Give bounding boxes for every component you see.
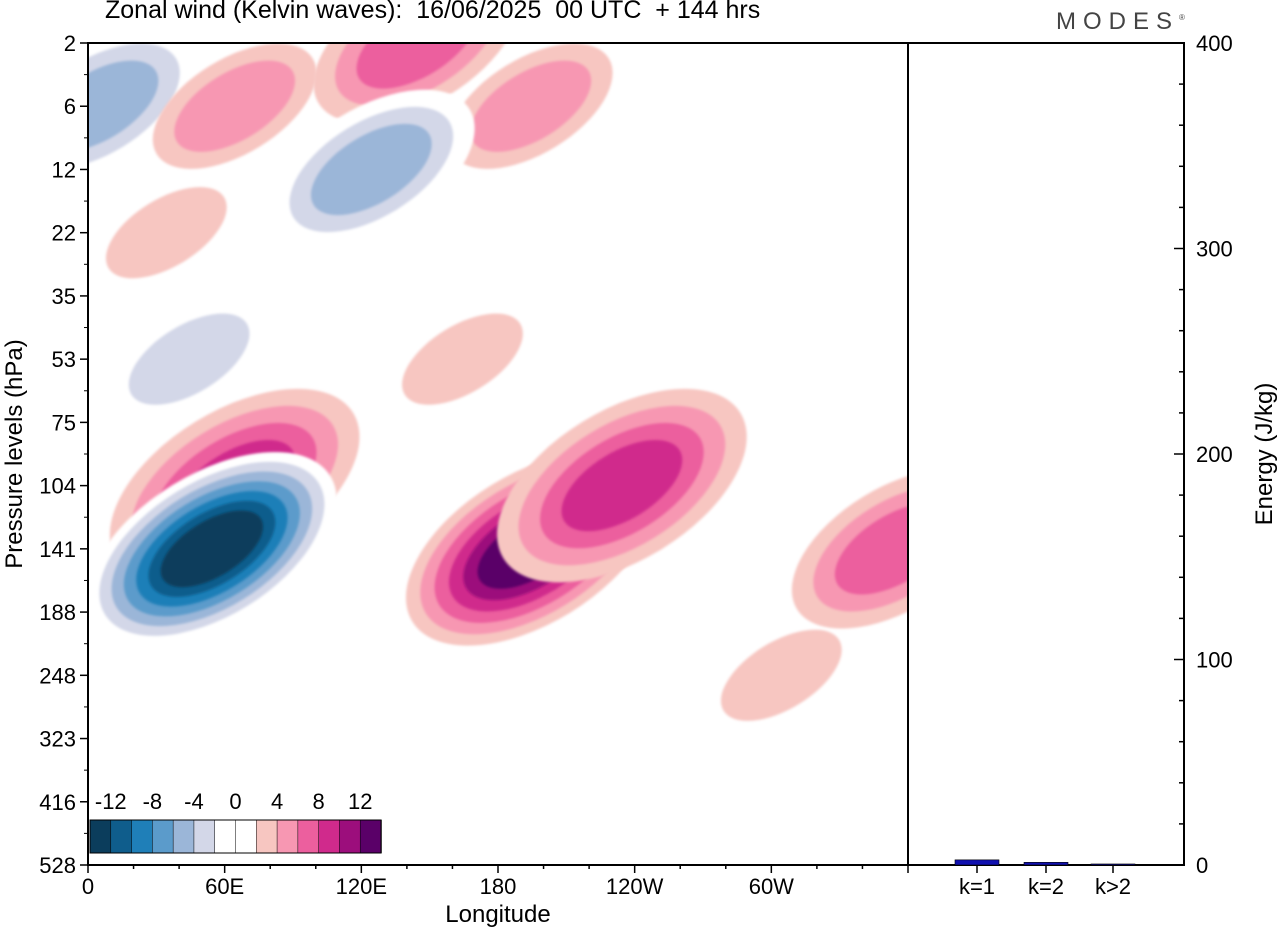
colorbar: -12 -8 -4 0 4 8 12 xyxy=(89,789,382,854)
energy-category-label: k=2 xyxy=(1028,874,1064,899)
energy-tick-label: 400 xyxy=(1196,31,1233,56)
contour-band xyxy=(402,313,523,405)
colorbar-cell xyxy=(193,819,216,854)
contour-band xyxy=(105,187,227,279)
energy-category-label: k=1 xyxy=(959,874,995,899)
contour-band xyxy=(310,123,432,216)
x-tick-label: 0 xyxy=(82,874,94,899)
energy-tick-label: 200 xyxy=(1196,442,1233,467)
colorbar-cell xyxy=(131,819,154,854)
contour-band xyxy=(88,60,159,152)
y-tick-label: 2 xyxy=(64,31,76,56)
colorbar-cell xyxy=(110,819,133,854)
colorbar-cell xyxy=(297,819,320,854)
negative-anomaly xyxy=(267,89,475,250)
colorbar-cells xyxy=(89,819,382,854)
y-axis-ticks xyxy=(80,42,88,866)
negative-anomaly xyxy=(107,296,271,422)
energy-category-label: k>2 xyxy=(1095,874,1131,899)
contour-band xyxy=(834,503,908,595)
positive-anomaly xyxy=(105,187,227,279)
positive-anomaly xyxy=(720,629,842,721)
colorbar-label: 12 xyxy=(348,789,372,814)
colorbar-cell xyxy=(318,819,341,854)
positive-anomaly xyxy=(402,313,523,405)
energy-bar xyxy=(1090,863,1136,866)
colorbar-cell xyxy=(235,819,258,854)
y-tick-label: 35 xyxy=(52,284,76,309)
colorbar-label: -8 xyxy=(143,789,163,814)
y-tick-label: 6 xyxy=(64,94,76,119)
contour-band xyxy=(160,510,264,588)
x-tick-label: 180 xyxy=(480,874,517,899)
energy-chart: 0 100 200 300 400 k=1 k=2 k>2 Energy (J/kg) xyxy=(907,31,1278,899)
y-tick-label: 323 xyxy=(39,727,76,752)
positive-anomaly xyxy=(497,388,747,583)
contour-band xyxy=(720,629,842,721)
negative-anomaly xyxy=(88,452,337,646)
colorbar-label: -4 xyxy=(184,789,204,814)
brand-logo: MODES® xyxy=(1056,8,1185,35)
energy-category-labels: k=1 k=2 k>2 xyxy=(959,865,1131,899)
colorbar-label: 0 xyxy=(229,789,241,814)
colorbar-cell xyxy=(256,819,278,854)
contour-band xyxy=(128,313,250,405)
colorbar-cell xyxy=(339,819,361,854)
y-tick-label: 53 xyxy=(52,347,76,372)
energy-tick-label: 0 xyxy=(1196,853,1208,878)
contour-plot: 2 6 12 22 35 53 75 104 141 188 248 323 416 528 0 60E 12… xyxy=(1,31,909,928)
y-tick-label: 188 xyxy=(39,600,76,625)
y-tick-label: 141 xyxy=(39,537,76,562)
colorbar-cell xyxy=(89,819,112,854)
y-tick-label: 104 xyxy=(39,474,76,499)
colorbar-frame xyxy=(89,819,382,854)
contour-fields xyxy=(88,43,908,721)
y-axis-labels: 2 6 12 22 35 53 75 104 141 188 248 323 416 528 xyxy=(39,31,76,878)
colorbar-label: 8 xyxy=(313,789,325,814)
colorbar-cell xyxy=(152,819,174,854)
energy-tick-label: 100 xyxy=(1196,648,1233,673)
y-tick-label: 248 xyxy=(39,663,76,688)
y-tick-label: 12 xyxy=(52,157,76,182)
y-tick-label: 22 xyxy=(52,221,76,246)
colorbar-cell xyxy=(276,819,299,854)
colorbar-labels: -12 -8 -4 0 4 8 12 xyxy=(95,789,373,814)
x-tick-label: 60E xyxy=(205,874,244,899)
energy-bar xyxy=(1023,862,1069,866)
y-tick-label: 528 xyxy=(39,853,76,878)
x-tick-label: 120W xyxy=(606,874,664,899)
y-tick-label: 75 xyxy=(52,410,76,435)
positive-anomaly xyxy=(448,43,613,169)
contour-band xyxy=(470,60,592,152)
colorbar-cell xyxy=(172,819,195,854)
chart-title: Zonal wind (Kelvin waves): 16/06/2025 00… xyxy=(105,0,761,24)
x-axis-labels: 0 60E 120E 180 120W 60W xyxy=(82,874,794,899)
contour-band xyxy=(174,60,296,152)
x-tick-label: 60W xyxy=(749,874,794,899)
x-tick-label: 120E xyxy=(336,874,387,899)
energy-axis-ticks: 0 100 200 300 400 xyxy=(1174,31,1233,878)
x-axis-ticks xyxy=(87,865,909,873)
colorbar-cell xyxy=(359,819,382,854)
energy-tick-label: 300 xyxy=(1196,237,1233,262)
energy-axis-title: Energy (J/kg) xyxy=(1251,383,1278,526)
energy-bar xyxy=(954,859,1000,866)
contour-band xyxy=(356,43,478,89)
y-tick-label: 416 xyxy=(39,790,76,815)
positive-anomaly xyxy=(791,469,908,629)
contour-band xyxy=(561,439,683,532)
energy-frame xyxy=(907,42,1185,866)
positive-anomaly xyxy=(152,43,317,169)
y-axis-title: Pressure levels (hPa) xyxy=(1,339,28,568)
colorbar-cell xyxy=(214,819,237,854)
colorbar-label: 4 xyxy=(271,789,283,814)
x-axis-title: Longitude xyxy=(445,901,550,928)
colorbar-label: -12 xyxy=(95,789,127,814)
negative-anomaly xyxy=(88,43,202,186)
